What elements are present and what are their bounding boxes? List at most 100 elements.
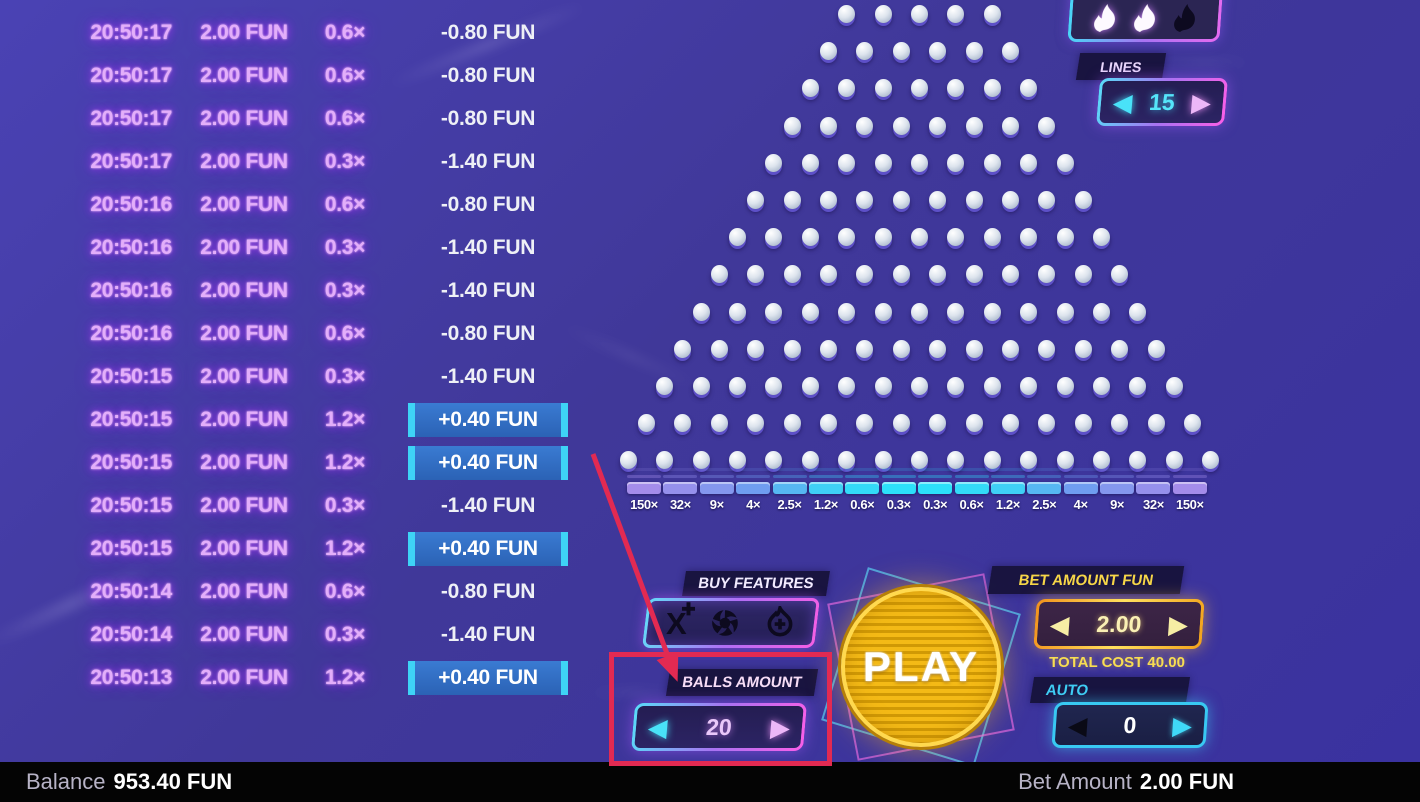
history-bet: 2.00 FUN — [200, 450, 288, 474]
peg — [820, 191, 837, 209]
peg — [983, 451, 1001, 470]
slot-echo — [736, 475, 771, 478]
lines-increase-button[interactable]: ▶ — [1190, 87, 1213, 117]
slot-echo — [881, 468, 916, 471]
auto-increase-button[interactable]: ▶ — [1171, 710, 1193, 740]
multiplier-slot: 0.3× — [881, 468, 916, 512]
peg — [1129, 451, 1147, 470]
peg — [638, 414, 655, 433]
peg — [874, 5, 892, 23]
peg — [801, 228, 819, 247]
peg — [1165, 451, 1183, 470]
multiplier-slot: 0.3× — [918, 468, 953, 512]
play-button[interactable]: PLAY — [841, 587, 1001, 747]
peg — [965, 265, 983, 284]
respin-icon[interactable] — [708, 606, 742, 640]
peg — [874, 302, 892, 321]
slot-echo — [699, 468, 734, 471]
peg — [838, 451, 856, 470]
slot-echo — [954, 475, 989, 478]
bet-amount-stepper: ◀ 2.00 ▶ — [1033, 599, 1205, 649]
history-row: 20:50:16 2.00 FUN 0.6× -0.80 FUN — [0, 183, 580, 226]
balls-amount-label: BALLS AMOUNT — [680, 674, 804, 691]
history-bet: 2.00 FUN — [200, 321, 288, 345]
balls-decrease-button[interactable]: ◀ — [646, 712, 669, 742]
multiplier-slot: 2.5× — [1027, 468, 1062, 512]
peg — [1020, 79, 1038, 98]
slot-label: 4× — [1073, 497, 1088, 512]
peg — [1129, 302, 1147, 321]
lines-label: LINES — [1099, 58, 1143, 75]
history-bet: 2.00 FUN — [200, 63, 288, 87]
peg — [1020, 228, 1038, 247]
history-multiplier: 1.2× — [324, 407, 366, 431]
slot-echo — [808, 468, 843, 471]
peg — [947, 228, 965, 247]
buy-features-box[interactable]: X ✚ — [641, 598, 821, 648]
history-result: -1.40 FUN — [440, 149, 536, 173]
multiplier-boost-icon[interactable]: X ✚ — [665, 599, 696, 641]
history-time: 20:50:17 — [90, 149, 172, 173]
peg — [1093, 228, 1110, 247]
slot-echo — [1136, 475, 1171, 478]
peg — [929, 339, 947, 358]
slot-bar — [990, 482, 1025, 494]
history-time: 20:50:15 — [90, 407, 172, 431]
peg — [820, 116, 837, 135]
peg — [1056, 302, 1074, 321]
history-result: -0.80 FUN — [440, 579, 536, 603]
status-bar: Balance 953.40 FUN Bet Amount 2.00 FUN — [0, 762, 1420, 802]
features-status-panel[interactable] — [1067, 0, 1225, 42]
peg — [838, 5, 856, 23]
peg — [1002, 42, 1019, 61]
slot-label: 150× — [1176, 497, 1204, 512]
slot-echo — [918, 475, 953, 478]
peg — [783, 339, 801, 358]
multiplier-slot: 150× — [627, 468, 661, 512]
slot-echo — [1100, 468, 1135, 471]
history-result: -1.40 FUN — [440, 235, 536, 259]
slot-echo — [772, 468, 807, 471]
peg — [838, 377, 856, 395]
peg — [692, 377, 710, 395]
history-bet: 2.00 FUN — [200, 407, 288, 431]
slot-echo — [736, 468, 771, 471]
history-result: -0.80 FUN — [440, 321, 536, 345]
multiplier-slot: 0.6× — [845, 468, 880, 512]
slot-echo — [699, 475, 734, 478]
slot-echo — [1027, 468, 1062, 471]
lines-decrease-button[interactable]: ◀ — [1111, 87, 1134, 117]
slot-row: 150× 32× 9× 4× 2.5× 1.2× 0.6× 0.3× 0.3× 0.6× 1.2× 2… — [627, 468, 1207, 512]
peg — [1111, 265, 1129, 284]
peg — [1074, 414, 1092, 433]
peg — [619, 451, 637, 470]
slot-bar — [627, 482, 661, 494]
auto-decrease-button[interactable]: ◀ — [1066, 710, 1089, 740]
balls-increase-button[interactable]: ▶ — [769, 712, 792, 742]
bet-amount-banner: BET AMOUNT FUN — [987, 566, 1185, 594]
peg — [692, 451, 710, 470]
history-row: 20:50:15 2.00 FUN 1.2× +0.40 FUN — [0, 441, 580, 484]
peg — [1129, 377, 1147, 395]
history-time: 20:50:13 — [90, 665, 172, 689]
history-multiplier: 1.2× — [324, 450, 366, 474]
flame-bonus-icon[interactable] — [764, 606, 796, 640]
history-result: -0.80 FUN — [440, 106, 536, 130]
slot-bar — [1136, 482, 1171, 494]
peg — [983, 79, 1001, 98]
history-row: 20:50:16 2.00 FUN 0.3× -1.40 FUN — [0, 269, 580, 312]
peg — [1002, 116, 1019, 135]
bet-increase-button[interactable]: ▶ — [1167, 609, 1189, 639]
peg — [820, 42, 837, 61]
slot-label: 9× — [1110, 497, 1125, 512]
peg — [1038, 339, 1056, 358]
peg — [1147, 414, 1165, 433]
history-time: 20:50:16 — [90, 321, 172, 345]
history-result: -1.40 FUN — [440, 622, 536, 646]
history-multiplier: 0.6× — [324, 321, 366, 345]
peg — [929, 265, 947, 284]
bet-decrease-button[interactable]: ◀ — [1048, 609, 1071, 639]
history-row: 20:50:14 2.00 FUN 0.3× -1.40 FUN — [0, 613, 580, 656]
peg — [820, 339, 837, 358]
